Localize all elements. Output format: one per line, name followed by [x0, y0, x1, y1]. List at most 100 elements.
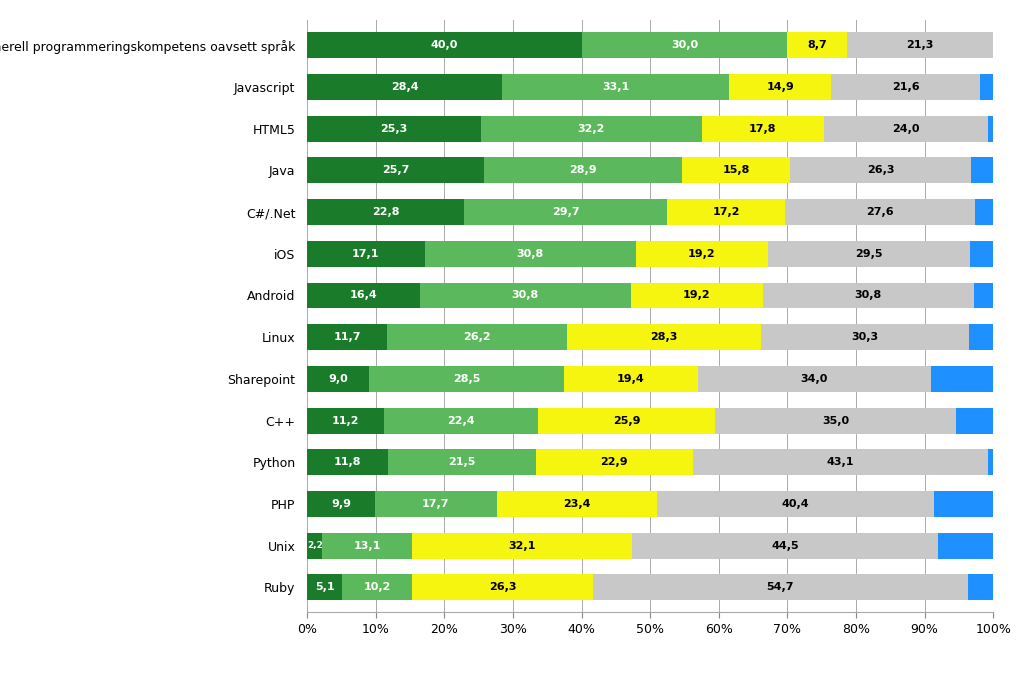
- Bar: [593, 575, 968, 600]
- Text: 16,4: 16,4: [349, 291, 377, 300]
- Text: 40,4: 40,4: [782, 499, 810, 509]
- Text: 43,1: 43,1: [826, 457, 854, 467]
- Bar: [375, 491, 497, 517]
- Bar: [388, 450, 536, 475]
- Bar: [682, 157, 791, 183]
- Bar: [387, 324, 567, 350]
- Text: 29,7: 29,7: [552, 207, 580, 217]
- Bar: [420, 283, 631, 308]
- Bar: [693, 450, 988, 475]
- Text: 26,2: 26,2: [464, 332, 492, 342]
- Bar: [369, 366, 564, 392]
- Text: 30,8: 30,8: [855, 291, 882, 300]
- Text: 32,1: 32,1: [509, 540, 536, 551]
- Bar: [481, 116, 701, 141]
- Bar: [538, 408, 716, 433]
- Text: 19,2: 19,2: [683, 291, 711, 300]
- Bar: [413, 533, 633, 559]
- Bar: [971, 157, 993, 183]
- Bar: [307, 116, 481, 141]
- Bar: [384, 408, 538, 433]
- Text: 22,4: 22,4: [447, 416, 475, 425]
- Bar: [968, 575, 993, 600]
- Text: 19,2: 19,2: [688, 249, 716, 258]
- Text: 32,2: 32,2: [578, 124, 605, 134]
- Bar: [464, 199, 668, 225]
- Text: 24,0: 24,0: [892, 124, 920, 134]
- Text: 25,3: 25,3: [380, 124, 408, 134]
- Text: 22,8: 22,8: [372, 207, 399, 217]
- Bar: [668, 199, 785, 225]
- Bar: [502, 74, 729, 100]
- Bar: [763, 283, 974, 308]
- Bar: [697, 366, 931, 392]
- Bar: [993, 32, 1012, 58]
- Bar: [931, 366, 993, 392]
- Text: 17,7: 17,7: [422, 499, 450, 509]
- Text: 28,4: 28,4: [391, 82, 419, 92]
- Bar: [582, 32, 787, 58]
- Bar: [980, 74, 999, 100]
- Text: 21,6: 21,6: [892, 82, 920, 92]
- Bar: [701, 116, 824, 141]
- Text: 26,3: 26,3: [866, 166, 894, 176]
- Bar: [425, 241, 636, 267]
- Bar: [413, 575, 593, 600]
- Text: 28,5: 28,5: [453, 374, 480, 384]
- Bar: [307, 241, 425, 267]
- Text: 44,5: 44,5: [771, 540, 799, 551]
- Text: 34,0: 34,0: [801, 374, 827, 384]
- Text: 28,3: 28,3: [650, 332, 678, 342]
- Bar: [483, 157, 682, 183]
- Text: 30,8: 30,8: [516, 249, 544, 258]
- Text: 10,2: 10,2: [364, 582, 391, 592]
- Text: 21,3: 21,3: [906, 40, 934, 50]
- Bar: [631, 283, 763, 308]
- Text: 54,7: 54,7: [767, 582, 794, 592]
- Bar: [307, 283, 420, 308]
- Text: 29,5: 29,5: [855, 249, 883, 258]
- Bar: [824, 116, 988, 141]
- Text: 8,7: 8,7: [808, 40, 827, 50]
- Text: 30,8: 30,8: [512, 291, 539, 300]
- Text: 27,6: 27,6: [866, 207, 894, 217]
- Bar: [847, 32, 993, 58]
- Bar: [975, 199, 993, 225]
- Bar: [307, 157, 483, 183]
- Bar: [955, 408, 993, 433]
- Bar: [307, 533, 323, 559]
- Bar: [307, 199, 464, 225]
- Text: 40,0: 40,0: [431, 40, 458, 50]
- Bar: [564, 366, 697, 392]
- Bar: [307, 366, 369, 392]
- Bar: [762, 324, 970, 350]
- Text: 25,9: 25,9: [612, 416, 640, 425]
- Text: 35,0: 35,0: [822, 416, 849, 425]
- Bar: [970, 324, 993, 350]
- Bar: [633, 533, 938, 559]
- Text: 17,1: 17,1: [352, 249, 380, 258]
- Bar: [988, 450, 993, 475]
- Bar: [729, 74, 831, 100]
- Bar: [974, 283, 993, 308]
- Text: 23,4: 23,4: [563, 499, 591, 509]
- Text: 26,3: 26,3: [488, 582, 516, 592]
- Text: 13,1: 13,1: [353, 540, 381, 551]
- Text: 14,9: 14,9: [766, 82, 795, 92]
- Bar: [657, 491, 934, 517]
- Bar: [785, 199, 975, 225]
- Bar: [307, 491, 375, 517]
- Bar: [307, 74, 502, 100]
- Bar: [988, 116, 993, 141]
- Text: 9,9: 9,9: [331, 499, 351, 509]
- Text: 25,7: 25,7: [382, 166, 409, 176]
- Bar: [970, 241, 993, 267]
- Text: 17,2: 17,2: [713, 207, 740, 217]
- Text: 17,8: 17,8: [749, 124, 776, 134]
- Bar: [497, 491, 657, 517]
- Text: 30,3: 30,3: [852, 332, 879, 342]
- Bar: [567, 324, 762, 350]
- Text: 11,8: 11,8: [334, 457, 361, 467]
- Text: 11,7: 11,7: [334, 332, 361, 342]
- Text: 33,1: 33,1: [602, 82, 629, 92]
